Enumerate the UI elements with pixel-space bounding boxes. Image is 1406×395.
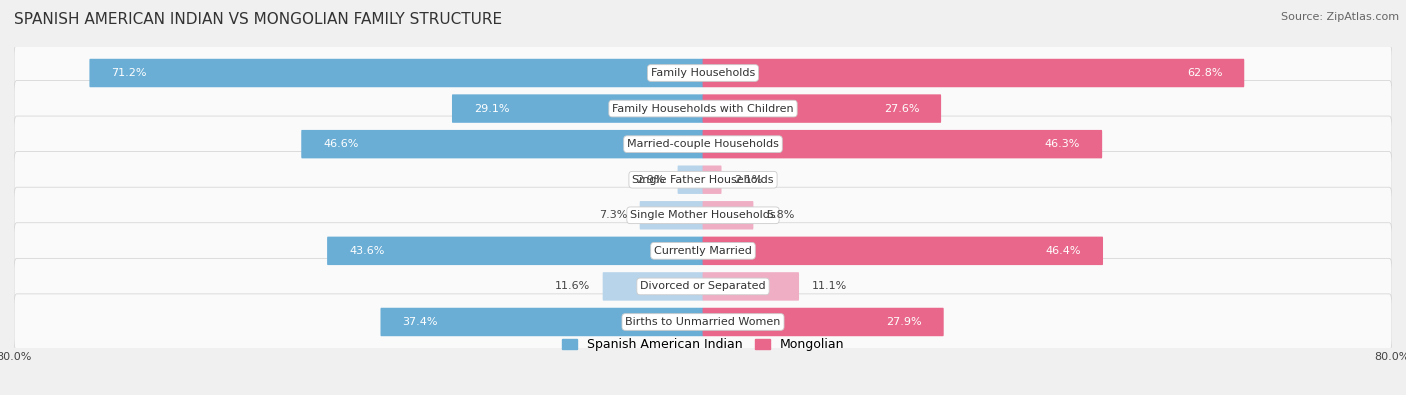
FancyBboxPatch shape (301, 130, 703, 158)
FancyBboxPatch shape (603, 272, 703, 301)
Text: 43.6%: 43.6% (349, 246, 384, 256)
FancyBboxPatch shape (703, 130, 1102, 158)
FancyBboxPatch shape (703, 59, 1244, 87)
FancyBboxPatch shape (703, 166, 721, 194)
Text: 29.1%: 29.1% (474, 103, 509, 114)
FancyBboxPatch shape (703, 272, 799, 301)
Text: 2.9%: 2.9% (637, 175, 665, 185)
FancyBboxPatch shape (703, 308, 943, 336)
Text: 37.4%: 37.4% (402, 317, 437, 327)
FancyBboxPatch shape (451, 94, 703, 123)
FancyBboxPatch shape (14, 152, 1392, 208)
FancyBboxPatch shape (14, 294, 1392, 350)
Text: 7.3%: 7.3% (599, 210, 627, 220)
Text: Source: ZipAtlas.com: Source: ZipAtlas.com (1281, 12, 1399, 22)
FancyBboxPatch shape (328, 237, 703, 265)
FancyBboxPatch shape (703, 201, 754, 229)
Text: 5.8%: 5.8% (766, 210, 794, 220)
Text: 46.4%: 46.4% (1046, 246, 1081, 256)
FancyBboxPatch shape (14, 223, 1392, 279)
Text: 27.9%: 27.9% (886, 317, 922, 327)
Text: 2.1%: 2.1% (734, 175, 762, 185)
Text: 46.3%: 46.3% (1045, 139, 1080, 149)
FancyBboxPatch shape (14, 258, 1392, 314)
Text: 27.6%: 27.6% (883, 103, 920, 114)
Text: 62.8%: 62.8% (1187, 68, 1222, 78)
Text: SPANISH AMERICAN INDIAN VS MONGOLIAN FAMILY STRUCTURE: SPANISH AMERICAN INDIAN VS MONGOLIAN FAM… (14, 12, 502, 27)
FancyBboxPatch shape (703, 237, 1104, 265)
FancyBboxPatch shape (14, 81, 1392, 137)
Text: Births to Unmarried Women: Births to Unmarried Women (626, 317, 780, 327)
Text: Single Mother Households: Single Mother Households (630, 210, 776, 220)
Legend: Spanish American Indian, Mongolian: Spanish American Indian, Mongolian (557, 333, 849, 356)
Text: 46.6%: 46.6% (323, 139, 359, 149)
Text: 11.6%: 11.6% (555, 281, 591, 292)
Text: 71.2%: 71.2% (111, 68, 146, 78)
Text: Married-couple Households: Married-couple Households (627, 139, 779, 149)
FancyBboxPatch shape (14, 116, 1392, 172)
Text: 11.1%: 11.1% (811, 281, 846, 292)
FancyBboxPatch shape (14, 45, 1392, 101)
FancyBboxPatch shape (640, 201, 703, 229)
FancyBboxPatch shape (678, 166, 703, 194)
Text: Single Father Households: Single Father Households (633, 175, 773, 185)
Text: Divorced or Separated: Divorced or Separated (640, 281, 766, 292)
Text: Family Households: Family Households (651, 68, 755, 78)
FancyBboxPatch shape (90, 59, 703, 87)
FancyBboxPatch shape (703, 94, 941, 123)
FancyBboxPatch shape (381, 308, 703, 336)
Text: Family Households with Children: Family Households with Children (612, 103, 794, 114)
Text: Currently Married: Currently Married (654, 246, 752, 256)
FancyBboxPatch shape (14, 187, 1392, 243)
